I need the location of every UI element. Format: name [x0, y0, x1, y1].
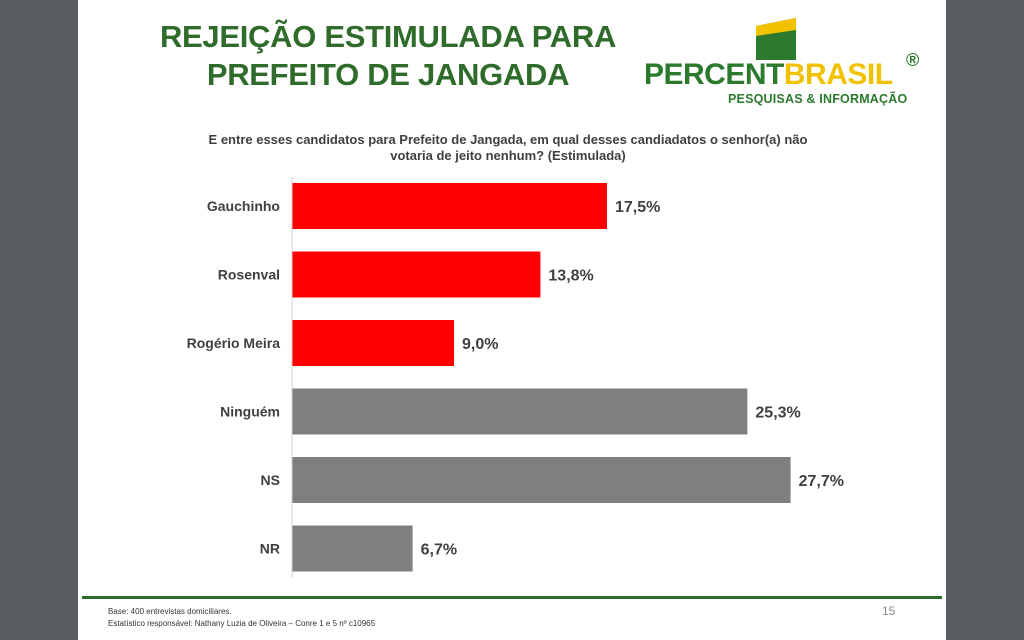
bar-rog-rio-meira	[292, 320, 454, 366]
slide-title: REJEIÇÃO ESTIMULADA PARA PREFEITO DE JAN…	[158, 18, 618, 94]
value-label: 25,3%	[755, 405, 800, 422]
category-label: Gauchinho	[207, 198, 280, 214]
title-line-1: REJEIÇÃO ESTIMULADA PARA	[159, 19, 617, 54]
bar-ns	[292, 457, 791, 503]
category-label: NR	[260, 541, 280, 557]
flag-logo-icon	[756, 18, 796, 60]
footer-divider	[82, 596, 942, 599]
logo-word-brasil: BRASIL	[783, 58, 893, 91]
value-label: 27,7%	[799, 473, 844, 490]
category-label: Ninguém	[220, 404, 280, 420]
logo-tagline: PESQUISAS & INFORMAÇÃO	[728, 92, 908, 106]
value-label: 6,7%	[421, 542, 457, 559]
footnote: Base: 400 entrevistas domiciliares. Esta…	[108, 606, 375, 630]
bar-ningu-m	[292, 388, 748, 435]
percentbrasil-logo: PERCENTBRASIL ® PESQUISAS & INFORMAÇÃO	[644, 10, 934, 110]
logo-word-percent: PERCENT	[644, 58, 784, 91]
footnote-base: Base: 400 entrevistas domiciliares.	[108, 607, 232, 616]
category-label: NS	[261, 472, 280, 488]
bar-chart: Gauchinho 17,5% Rosenval 13,8% Rogério Meira…	[187, 177, 844, 578]
category-label: Rogério Meira	[187, 335, 281, 351]
category-label: Rosenval	[218, 267, 280, 283]
footnote-statistician: Estatístico responsável: Nathany Luzia d…	[108, 619, 376, 628]
logo-wordmark: PERCENTBRASIL	[644, 58, 893, 92]
value-label: 17,5%	[615, 199, 660, 216]
bar-rosenval	[292, 251, 541, 298]
value-label: 13,8%	[548, 268, 593, 285]
value-label: 9,0%	[462, 336, 498, 353]
registered-mark: ®	[906, 50, 920, 70]
survey-question: E entre esses candidatos para Prefeito d…	[208, 132, 808, 163]
bar-gauchinho	[292, 183, 607, 229]
page-number: 15	[882, 604, 896, 618]
bar-nr	[292, 525, 413, 572]
slide: REJEIÇÃO ESTIMULADA PARA PREFEITO DE JAN…	[78, 0, 946, 640]
title-line-2: PREFEITO DE JANGADA	[206, 57, 570, 92]
